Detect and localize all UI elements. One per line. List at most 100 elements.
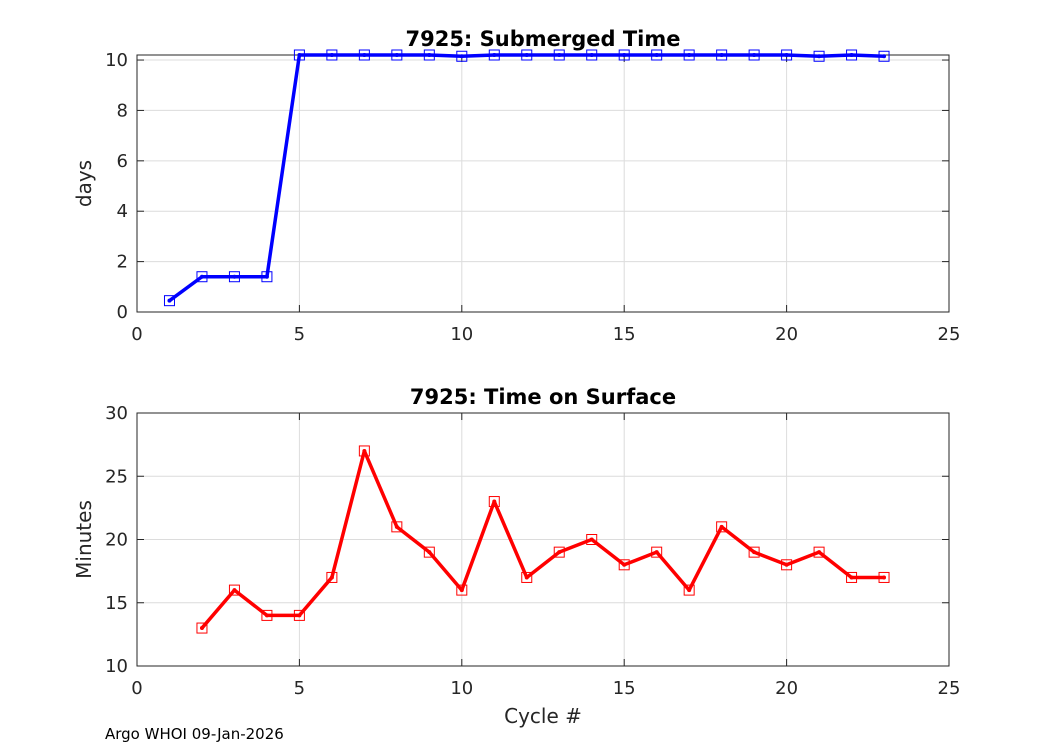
x-tick-label: 0: [131, 678, 142, 699]
data-point-dot: [297, 53, 302, 57]
data-point-marker: [196, 622, 208, 634]
data-point-marker: [716, 49, 728, 61]
data-point-marker: [358, 445, 370, 457]
data-point-dot: [199, 626, 204, 631]
data-point-dot: [687, 588, 692, 593]
y-tick-label: 2: [117, 252, 128, 273]
y-axis-label: days: [72, 160, 96, 207]
x-tick-label: 15: [613, 324, 636, 345]
data-point-dot: [492, 499, 497, 504]
data-point-dot: [524, 53, 529, 57]
data-point-dot: [394, 53, 399, 57]
data-point-dot: [329, 575, 334, 580]
series-line: [200, 449, 886, 630]
data-point-marker: [358, 49, 370, 61]
data-point-marker: [163, 295, 175, 307]
x-axis-label: Cycle #: [504, 704, 582, 728]
data-point-dot: [784, 53, 789, 57]
x-tick-label: 10: [450, 324, 473, 345]
data-point-marker: [423, 546, 435, 558]
x-tick-label: 5: [294, 324, 305, 345]
data-point-dot: [459, 54, 464, 59]
data-point-dot: [232, 588, 237, 593]
data-point-marker: [586, 49, 598, 61]
data-point-dot: [849, 53, 854, 57]
data-point-marker: [261, 609, 273, 621]
data-point-marker: [293, 49, 305, 61]
data-point-marker: [618, 49, 630, 61]
data-point-marker: [846, 49, 858, 61]
data-point-marker: [553, 546, 565, 558]
y-tick-label: 10: [105, 656, 128, 677]
data-point-marker: [456, 584, 468, 596]
data-point-dot: [492, 53, 497, 57]
surface-time-chart: 0 5 10 15 20 25 10 15 20 25 30 7925: Time on Surfac…: [72, 385, 960, 728]
data-point-dot: [427, 550, 432, 555]
data-point-marker: [878, 50, 890, 62]
data-point-dot: [817, 54, 822, 59]
submerged-time-chart: 0 5 10 15 20 25 0 2 4 6 8 10 7925: Submerged Time day…: [72, 27, 960, 345]
data-point-marker: [846, 571, 858, 583]
data-point-dot: [264, 274, 269, 279]
data-point-marker: [391, 521, 403, 533]
y-tick-label: 8: [117, 100, 128, 121]
data-point-marker: [196, 271, 208, 283]
data-point-marker: [228, 271, 240, 283]
data-point-marker: [228, 584, 240, 596]
data-point-marker: [878, 571, 890, 583]
x-tick-label: 0: [131, 324, 142, 345]
plot-area: [137, 55, 949, 312]
data-point-marker: [748, 546, 760, 558]
data-point-dot: [719, 53, 724, 57]
y-tick-label: 10: [105, 50, 128, 71]
data-point-dot: [752, 550, 757, 555]
y-tick-label: 25: [105, 466, 128, 487]
data-point-dot: [687, 53, 692, 57]
data-point-dot: [589, 537, 594, 542]
data-point-dot: [589, 53, 594, 57]
data-point-marker: [488, 496, 500, 508]
data-point-marker: [553, 49, 565, 61]
data-point-marker: [293, 609, 305, 621]
x-tick-label: 25: [938, 324, 961, 345]
data-point-marker: [813, 546, 825, 558]
data-point-dot: [394, 524, 399, 529]
y-tick-label: 20: [105, 530, 128, 551]
data-point-dot: [784, 562, 789, 567]
data-point-dot: [362, 448, 367, 453]
data-point-dot: [427, 53, 432, 57]
data-point-dot: [719, 524, 724, 529]
data-point-dot: [654, 550, 659, 555]
data-point-dot: [622, 53, 627, 57]
data-point-dot: [752, 53, 757, 57]
data-point-dot: [849, 575, 854, 580]
data-point-marker: [586, 534, 598, 545]
data-point-marker: [326, 571, 338, 583]
data-point-dot: [167, 298, 172, 303]
data-point-dot: [524, 575, 529, 580]
data-point-marker: [748, 49, 760, 61]
x-tick-label: 10: [450, 678, 473, 699]
data-point-marker: [683, 584, 695, 596]
data-point-dot: [654, 53, 659, 57]
data-point-dot: [232, 274, 237, 279]
data-point-dot: [882, 54, 887, 59]
x-tick-label: 20: [775, 324, 798, 345]
y-tick-label: 30: [105, 403, 128, 424]
data-point-marker: [391, 49, 403, 61]
chart-title: 7925: Time on Surface: [410, 385, 676, 409]
chart-title: 7925: Submerged Time: [405, 27, 680, 51]
data-point-marker: [488, 49, 500, 61]
data-point-marker: [683, 49, 695, 61]
x-tick-label: 20: [775, 678, 798, 699]
data-point-dot: [297, 613, 302, 618]
data-point-marker: [813, 50, 825, 62]
data-point-dot: [557, 53, 562, 57]
data-point-marker: [651, 49, 663, 61]
data-point-dot: [199, 274, 204, 279]
y-tick-label: 0: [117, 302, 128, 323]
data-point-marker: [716, 521, 728, 533]
y-tick-label: 15: [105, 593, 128, 614]
data-point-marker: [326, 49, 338, 61]
